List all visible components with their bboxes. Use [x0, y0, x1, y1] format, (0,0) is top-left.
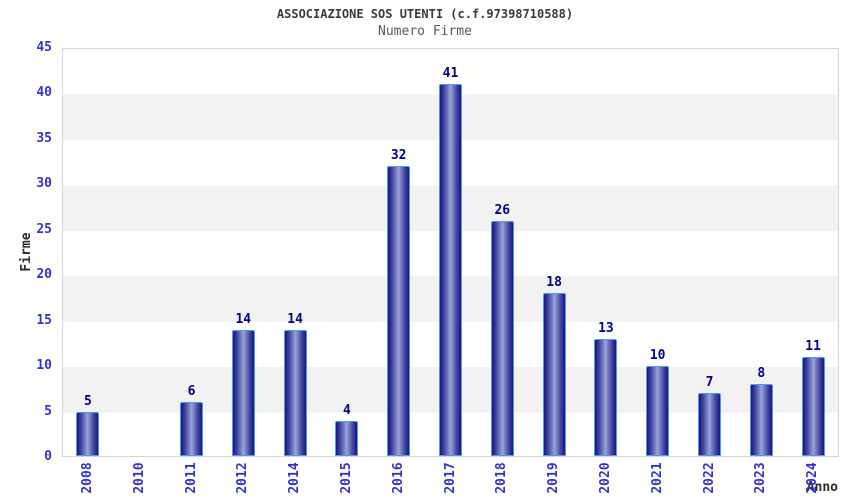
- y-tick-label: 20: [36, 267, 52, 283]
- x-tick-label: 2022: [701, 462, 717, 494]
- bar-value-label: 41: [442, 66, 459, 82]
- chart-subtitle: Numero Firme: [378, 24, 472, 39]
- bar-value-label: 32: [390, 148, 407, 164]
- bar-2012: [231, 329, 255, 456]
- bar-2015: [335, 420, 359, 456]
- x-tick-label: 2008: [79, 462, 95, 494]
- bar-value-label: 4: [342, 402, 351, 418]
- bar-2023: [749, 384, 773, 456]
- bar-2024: [801, 357, 825, 456]
- bar-2017: [439, 84, 462, 456]
- y-tick-label: 30: [36, 176, 52, 192]
- bar-2022: [698, 393, 721, 456]
- bar-value-label: 14: [287, 311, 303, 327]
- y-tick-label: 25: [36, 221, 52, 237]
- bar-value-label: 5: [83, 393, 92, 409]
- bar-value-label: 18: [546, 275, 562, 291]
- x-tick-label: 2023: [753, 462, 769, 494]
- x-tick-label: 2011: [183, 462, 199, 494]
- x-tick-label: 2017: [442, 462, 458, 494]
- x-tick-label: 2015: [338, 462, 354, 494]
- y-tick-label: 35: [36, 130, 52, 146]
- bar-value-label: 13: [598, 320, 614, 336]
- bar-value-label: 14: [235, 311, 252, 327]
- bar-value-label: 8: [757, 366, 766, 382]
- y-tick-label: 40: [36, 85, 52, 101]
- y-tick-label: 0: [44, 449, 52, 464]
- x-tick-label: 2012: [235, 462, 251, 494]
- x-tick-label: 2020: [597, 462, 613, 494]
- bar-2008: [76, 411, 100, 456]
- y-tick-label: 45: [36, 40, 52, 55]
- bar-2016: [387, 166, 411, 456]
- bar-2020: [594, 338, 618, 456]
- x-tick-label: 2019: [546, 462, 562, 494]
- x-tick-label: 2010: [131, 462, 147, 494]
- x-tick-label: 2024: [805, 462, 821, 494]
- y-tick-label: 15: [36, 312, 52, 328]
- bar-2019: [542, 293, 566, 456]
- bar-value-label: 10: [649, 348, 666, 364]
- x-tick-label: 2021: [649, 462, 665, 494]
- y-tick-label: 10: [36, 358, 52, 374]
- bar-value-label: 11: [805, 339, 821, 355]
- bar-2011: [180, 402, 203, 456]
- bar-value-label: 6: [187, 384, 196, 400]
- bar-value-label: 26: [494, 202, 511, 218]
- x-axis-title: Anno: [806, 480, 838, 495]
- bar-2021: [646, 366, 670, 456]
- bar-2018: [490, 220, 514, 456]
- x-tick-label: 2018: [494, 462, 510, 494]
- x-tick-label: 2016: [390, 462, 406, 494]
- bar-value-label: 7: [705, 375, 714, 391]
- chart-title: ASSOCIAZIONE SOS UTENTI (c.f.97398710588…: [276, 7, 574, 21]
- bar-2014: [283, 329, 307, 456]
- x-tick-label: 2014: [287, 462, 303, 494]
- y-tick-label: 5: [44, 403, 52, 419]
